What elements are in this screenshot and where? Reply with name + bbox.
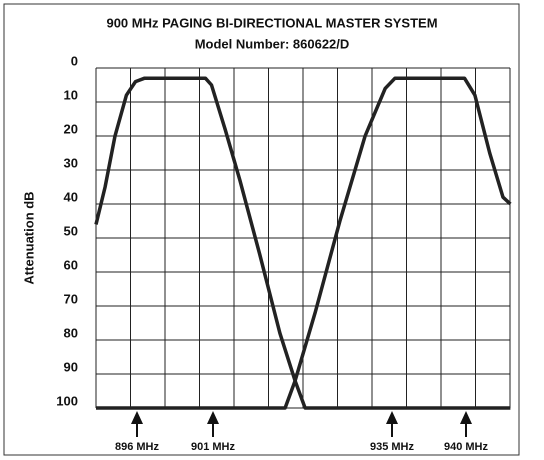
marker-label: 896 MHz [115,441,160,453]
y-tick-label: 60 [64,257,78,272]
marker-label: 940 MHz [444,441,489,453]
frame [3,3,520,456]
marker-arrow-head [207,411,219,424]
y-tick-label: 0 [71,53,78,68]
marker-arrow-head [131,411,143,424]
y-tick-label: 50 [64,223,78,238]
y-tick-label: 20 [64,121,78,136]
curve [94,76,511,410]
y-tick-label: 10 [64,87,78,102]
y-tick-label: 70 [64,291,78,306]
chart-title: 900 MHz PAGING BI-DIRECTIONAL MASTER SYS… [106,15,437,30]
y-tick-label: 90 [64,359,78,374]
marker-arrow-head [460,411,472,424]
marker-label: 901 MHz [191,441,236,453]
marker-label: 935 MHz [370,441,415,453]
chart-subtitle: Model Number: 860622/D [195,36,350,51]
y-tick-label: 40 [64,189,78,204]
y-tick-label: 80 [64,325,78,340]
y-axis-label: Attenuation dB [21,191,36,284]
y-tick-label: 100 [56,393,78,408]
curve [96,76,512,410]
marker-arrow-head [386,411,398,424]
y-tick-label: 30 [64,155,78,170]
